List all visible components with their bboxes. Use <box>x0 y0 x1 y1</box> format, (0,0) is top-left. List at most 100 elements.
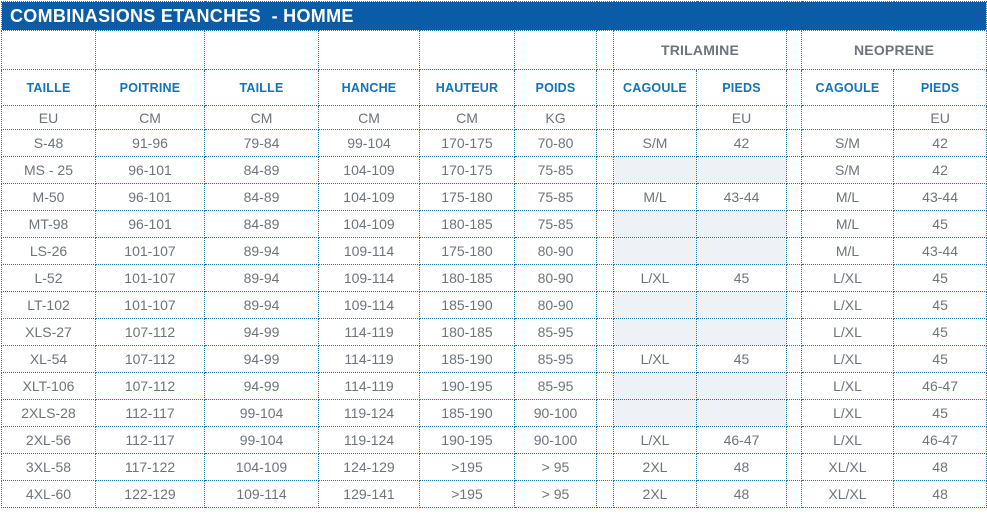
cell-poids: 85-95 <box>514 372 597 400</box>
cell-poitrine: 91-96 <box>95 129 205 157</box>
unit-cell-taille: EU <box>1 105 96 130</box>
cell-neoprene-cagoule: M/L <box>801 237 894 265</box>
cell-neoprene-pieds: 42 <box>892 156 987 184</box>
cell-neoprene-cagoule: L/XL <box>801 318 894 346</box>
col-header-poids: POIDS <box>514 69 597 106</box>
cell-neoprene-cagoule: XL/XL <box>801 480 894 508</box>
cell-neoprene-pieds: 46-47 <box>892 426 987 454</box>
section-gap <box>786 210 802 238</box>
cell-trilamine-pieds <box>696 156 787 184</box>
cell-poids: 80-90 <box>514 291 597 319</box>
cell-hanche: 114-119 <box>318 318 420 346</box>
section-gap <box>596 129 614 157</box>
cell-hanche: 114-119 <box>318 345 420 373</box>
cell-neoprene-cagoule: L/XL <box>801 345 894 373</box>
cell-taille: XL-54 <box>1 345 96 373</box>
group-row-empty-cell <box>419 30 515 70</box>
cell-hauteur: 170-175 <box>419 156 515 184</box>
table-row: L-52 101-107 89-94 109-114 180-185 80-90 L/XL 4… <box>1 264 987 292</box>
cell-neoprene-cagoule: S/M <box>801 156 894 184</box>
cell-neoprene-cagoule: M/L <box>801 210 894 238</box>
cell-trilamine-pieds: 45 <box>696 345 787 373</box>
cell-hanche: 129-141 <box>318 480 420 508</box>
cell-hauteur: 180-185 <box>419 264 515 292</box>
cell-trilamine-cagoule: S/M <box>613 129 697 157</box>
cell-hauteur: 185-190 <box>419 291 515 319</box>
cell-neoprene-cagoule: L/XL <box>801 264 894 292</box>
table-row: 3XL-58 117-122 104-109 124-129 >195 > 95 2XL 48… <box>1 453 987 481</box>
section-gap <box>596 30 614 70</box>
cell-taille-2: 84-89 <box>204 183 319 211</box>
section-gap <box>596 237 614 265</box>
cell-poitrine: 107-112 <box>95 372 205 400</box>
group-row-empty-cell <box>514 30 597 70</box>
cell-trilamine-cagoule: 2XL <box>613 453 697 481</box>
cell-neoprene-cagoule: L/XL <box>801 372 894 400</box>
cell-neoprene-pieds: 43-44 <box>892 237 987 265</box>
section-gap <box>786 69 802 106</box>
cell-poids: 90-100 <box>514 399 597 427</box>
col-header-taille-2: TAILLE <box>204 69 319 106</box>
cell-poids: 75-85 <box>514 183 597 211</box>
cell-trilamine-pieds <box>696 318 787 346</box>
cell-taille: 2XLS-28 <box>1 399 96 427</box>
cell-trilamine-pieds <box>696 399 787 427</box>
cell-taille: XLT-106 <box>1 372 96 400</box>
cell-trilamine-cagoule: L/XL <box>613 426 697 454</box>
col-header-poitrine: POITRINE <box>95 69 205 106</box>
unit-cell-neoprene-pieds: EU <box>892 105 987 130</box>
section-gap <box>596 480 614 508</box>
cell-poitrine: 101-107 <box>95 237 205 265</box>
cell-hanche: 99-104 <box>318 129 420 157</box>
group-row-empty-cell <box>318 30 420 70</box>
table-row: XLT-106 107-112 94-99 114-119 190-195 85-95 L/… <box>1 372 987 400</box>
cell-neoprene-cagoule: L/XL <box>801 399 894 427</box>
cell-trilamine-pieds <box>696 291 787 319</box>
table-row: M-50 96-101 84-89 104-109 175-180 75-85 M/L 43-… <box>1 183 987 211</box>
cell-taille: XLS-27 <box>1 318 96 346</box>
cell-hanche: 119-124 <box>318 399 420 427</box>
cell-taille-2: 94-99 <box>204 345 319 373</box>
cell-taille: L-52 <box>1 264 96 292</box>
section-gap <box>596 183 614 211</box>
section-gap <box>786 453 802 481</box>
cell-hauteur: 180-185 <box>419 210 515 238</box>
table-row: XL-54 107-112 94-99 114-119 185-190 85-95 L/XL… <box>1 345 987 373</box>
cell-trilamine-cagoule <box>613 156 697 184</box>
table-row: 2XL-56 112-117 99-104 119-124 190-195 90-100 L… <box>1 426 987 454</box>
cell-hauteur: 185-190 <box>419 399 515 427</box>
cell-trilamine-pieds: 45 <box>696 264 787 292</box>
cell-hauteur: 175-180 <box>419 183 515 211</box>
cell-poids: > 95 <box>514 480 597 508</box>
unit-cell-neoprene-cagoule <box>801 105 894 130</box>
units-row: EU CM CM CM CM KG EU EU <box>1 105 987 130</box>
cell-poitrine: 96-101 <box>95 183 205 211</box>
section-gap <box>596 156 614 184</box>
cell-trilamine-cagoule <box>613 372 697 400</box>
section-gap <box>786 426 802 454</box>
cell-neoprene-pieds: 45 <box>892 399 987 427</box>
cell-poitrine: 112-117 <box>95 399 205 427</box>
section-gap <box>596 399 614 427</box>
cell-taille: MT-98 <box>1 210 96 238</box>
unit-cell-taille-2: CM <box>204 105 319 130</box>
page-title: COMBINASIONS ETANCHES - HOMME <box>0 1 987 31</box>
cell-taille-2: 89-94 <box>204 264 319 292</box>
cell-trilamine-cagoule <box>613 291 697 319</box>
col-header-taille: TAILLE <box>1 69 96 106</box>
cell-taille-2: 99-104 <box>204 426 319 454</box>
section-gap <box>786 105 802 130</box>
cell-trilamine-cagoule: 2XL <box>613 480 697 508</box>
cell-neoprene-pieds: 45 <box>892 345 987 373</box>
cell-trilamine-cagoule <box>613 399 697 427</box>
group-row-empty-cell <box>95 30 205 70</box>
unit-cell-hanche: CM <box>318 105 420 130</box>
cell-taille-2: 109-114 <box>204 480 319 508</box>
cell-taille-2: 89-94 <box>204 291 319 319</box>
column-header-row: TAILLE POITRINE TAILLE HANCHE HAUTEUR PO… <box>1 69 987 106</box>
group-row-empty-cell <box>1 30 96 70</box>
cell-trilamine-cagoule: L/XL <box>613 345 697 373</box>
cell-neoprene-cagoule: M/L <box>801 183 894 211</box>
